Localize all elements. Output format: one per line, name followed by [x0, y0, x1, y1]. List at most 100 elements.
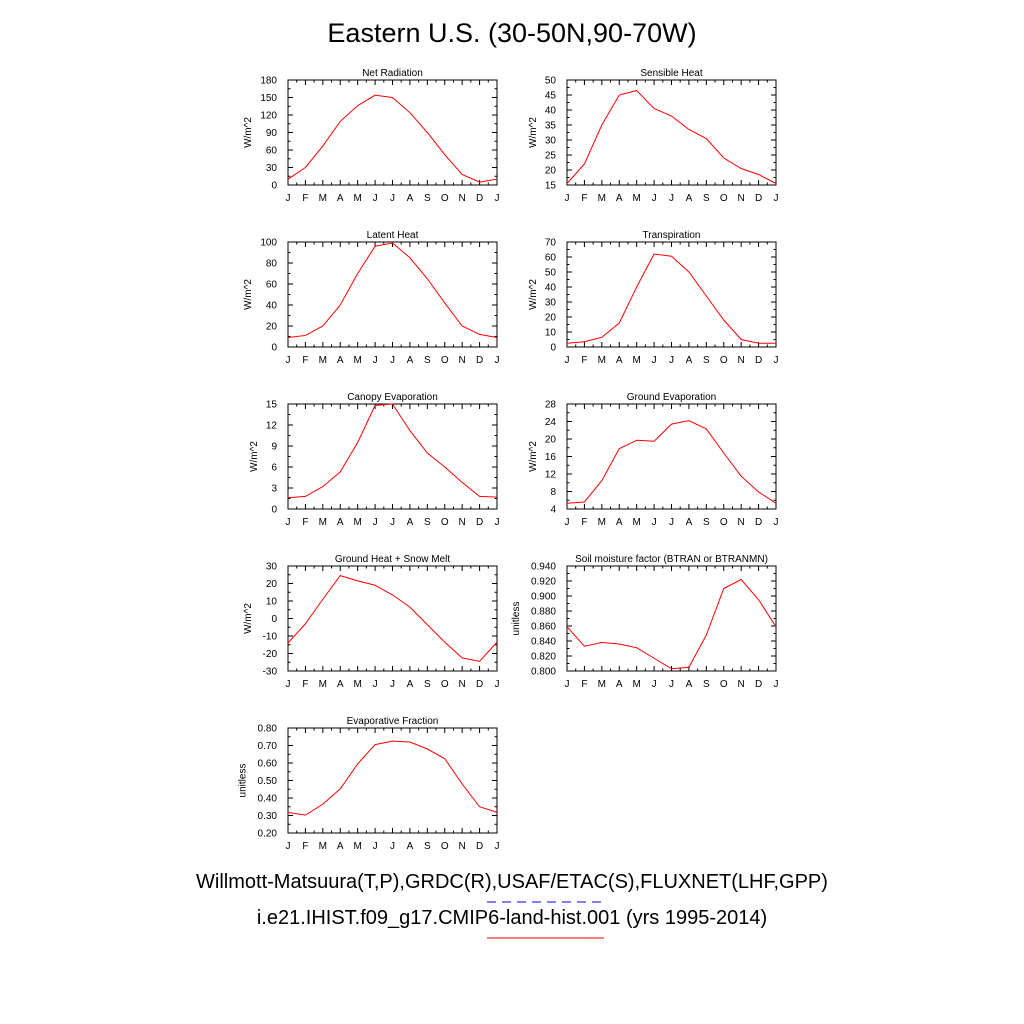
x-tick-label: M	[598, 679, 606, 690]
y-tick-label: 70	[545, 238, 557, 249]
x-tick-label: D	[476, 841, 483, 852]
y-tick-label: 0.70	[258, 741, 278, 752]
panel-8: Soil moisture factor (BTRAN or BTRANMN) J…	[511, 554, 779, 690]
y-tick-label: 12	[266, 421, 278, 432]
x-tick-label: J	[774, 193, 779, 204]
x-tick-label: J	[286, 193, 291, 204]
y-tick-label: 20	[545, 435, 557, 446]
y-tick-label: 30	[266, 163, 278, 174]
x-tick-label: A	[337, 841, 344, 852]
x-tick-label: J	[669, 193, 674, 204]
y-axis-label: unitless	[238, 764, 249, 798]
x-tick-label: A	[616, 517, 623, 528]
x-tick-label: J	[286, 355, 291, 366]
series-line-1	[566, 89, 777, 184]
x-tick-label: D	[476, 679, 483, 690]
x-tick-label: J	[669, 679, 674, 690]
x-tick-label: J	[286, 517, 291, 528]
x-tick-label: M	[319, 517, 327, 528]
x-tick-label: M	[353, 355, 361, 366]
x-tick-label: N	[459, 841, 466, 852]
x-tick-label: O	[441, 841, 449, 852]
x-tick-label: A	[337, 679, 344, 690]
x-tick-label: M	[353, 517, 361, 528]
x-tick-label: A	[407, 841, 414, 852]
x-tick-label: D	[476, 517, 483, 528]
y-tick-label: 6	[271, 463, 277, 474]
x-tick-label: J	[652, 679, 657, 690]
x-tick-label: M	[632, 679, 640, 690]
x-tick-label: A	[616, 355, 623, 366]
y-tick-label: -20	[263, 649, 278, 660]
x-tick-label: J	[669, 355, 674, 366]
y-tick-label: 8	[550, 487, 556, 498]
x-tick-label: A	[337, 193, 344, 204]
y-tick-label: 4	[550, 505, 556, 516]
x-tick-label: O	[441, 679, 449, 690]
y-tick-label: 50	[545, 268, 557, 279]
x-tick-label: M	[353, 679, 361, 690]
x-tick-label: D	[755, 193, 762, 204]
x-tick-label: J	[286, 841, 291, 852]
x-tick-label: N	[738, 355, 745, 366]
y-axis-label: W/m^2	[528, 441, 539, 472]
x-tick-label: M	[632, 355, 640, 366]
x-tick-label: S	[424, 517, 431, 528]
x-tick-label: M	[319, 193, 327, 204]
x-tick-label: J	[565, 679, 570, 690]
x-tick-label: A	[337, 517, 344, 528]
series-line-1	[287, 242, 498, 339]
y-axis-label: W/m^2	[249, 441, 260, 472]
x-tick-label: J	[286, 679, 291, 690]
series-line-1	[287, 94, 498, 183]
x-tick-label: O	[441, 193, 449, 204]
x-tick-label: M	[598, 193, 606, 204]
x-tick-label: M	[319, 841, 327, 852]
x-tick-label: A	[407, 679, 414, 690]
x-tick-label: J	[373, 841, 378, 852]
y-tick-label: 12	[545, 470, 557, 481]
series-line-1	[566, 578, 777, 670]
x-tick-label: O	[720, 679, 728, 690]
x-tick-label: S	[424, 355, 431, 366]
x-tick-label: O	[720, 517, 728, 528]
plot-frame	[566, 565, 777, 672]
x-tick-label: J	[565, 193, 570, 204]
x-tick-label: M	[353, 193, 361, 204]
x-tick-label: D	[476, 193, 483, 204]
x-tick-label: J	[774, 679, 779, 690]
y-tick-label: 80	[266, 259, 278, 270]
y-tick-label: 9	[271, 442, 277, 453]
x-tick-label: A	[616, 679, 623, 690]
y-tick-label: 30	[545, 136, 557, 147]
x-tick-label: S	[703, 193, 710, 204]
panel-title: Ground Heat + Snow Melt	[335, 554, 451, 565]
x-tick-label: S	[703, 679, 710, 690]
x-tick-label: N	[738, 679, 745, 690]
legend-model-label: i.e21.IHIST.f09_g17.CMIP6-land-hist.001 …	[256, 907, 768, 929]
x-tick-label: J	[565, 517, 570, 528]
y-tick-label: 10	[266, 597, 278, 608]
x-tick-label: S	[424, 841, 431, 852]
y-tick-label: 180	[260, 76, 277, 87]
x-tick-label: A	[337, 355, 344, 366]
y-tick-label: 120	[260, 111, 277, 122]
y-tick-label: 40	[545, 283, 557, 294]
panel-title: Evaporative Fraction	[347, 716, 439, 727]
y-tick-label: 50	[545, 76, 557, 87]
x-tick-label: S	[424, 679, 431, 690]
x-tick-label: D	[755, 517, 762, 528]
x-tick-label: S	[424, 193, 431, 204]
x-tick-label: F	[581, 517, 587, 528]
y-axis-label: W/m^2	[243, 279, 254, 310]
series-line-1	[287, 740, 498, 816]
y-tick-label: 0.30	[258, 811, 278, 822]
x-tick-label: O	[441, 517, 449, 528]
y-tick-label: 28	[545, 400, 557, 411]
y-tick-label: 10	[545, 328, 557, 339]
